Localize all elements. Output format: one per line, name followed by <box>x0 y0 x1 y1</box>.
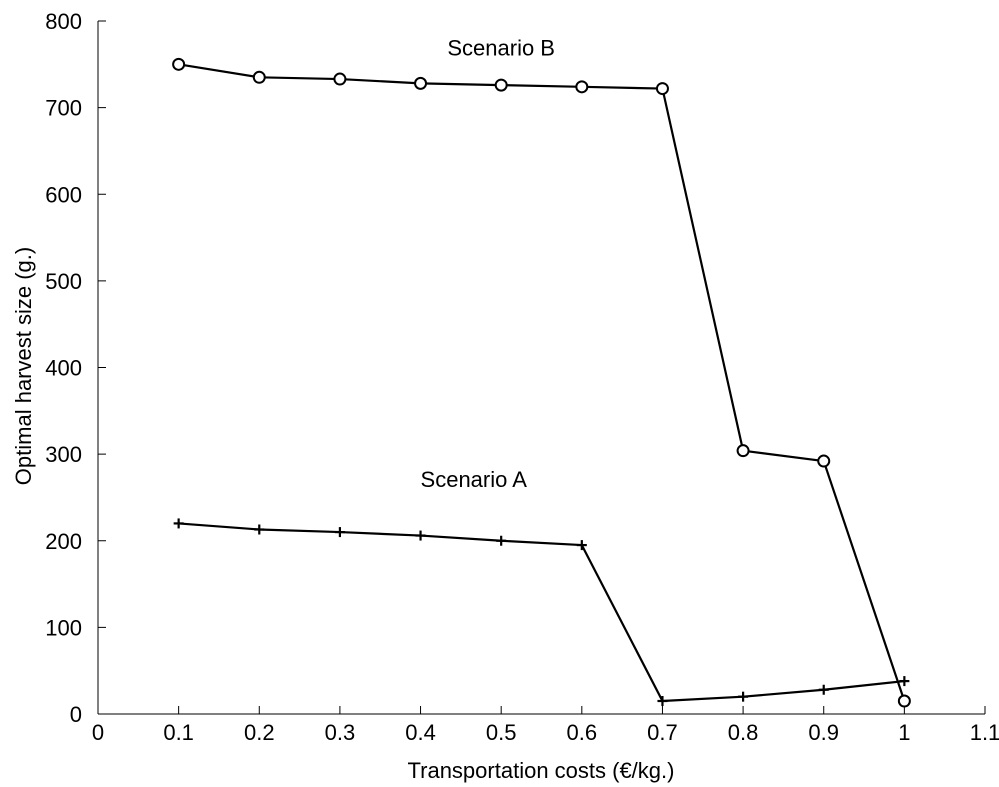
x-tick-label: 1.1 <box>970 720 999 745</box>
y-tick-label: 300 <box>45 442 82 467</box>
data-point <box>738 691 749 702</box>
x-tick-label: 0 <box>92 720 104 745</box>
x-tick-label: 0.2 <box>244 720 275 745</box>
axes: 0 0.1 0.2 0.3 0.4 0.5 0.6 0.7 0.8 0.9 1 1.1 0 100 200 3… <box>45 9 999 745</box>
x-tick-label: 0.9 <box>808 720 839 745</box>
data-point <box>657 696 668 707</box>
x-tick-label: 0.8 <box>728 720 759 745</box>
x-tick-label: 1 <box>898 720 910 745</box>
x-tick-label: 0.5 <box>486 720 517 745</box>
x-tick-label: 0.4 <box>405 720 436 745</box>
data-point <box>899 676 910 687</box>
y-tick-label: 400 <box>45 356 82 381</box>
data-point <box>496 535 507 546</box>
y-tick-label: 200 <box>45 529 82 554</box>
data-point <box>334 527 345 538</box>
data-point <box>817 454 831 468</box>
data-point <box>252 70 266 84</box>
y-axis-label: Optimal harvest size (g.) <box>11 247 36 485</box>
data-point <box>818 684 829 695</box>
data-point <box>655 82 669 96</box>
series-scenario-b <box>172 57 911 708</box>
data-point <box>897 694 911 708</box>
y-tick-label: 800 <box>45 9 82 34</box>
series-line <box>178 63 906 702</box>
x-axis-label: Transportation costs (€/kg.) <box>408 758 675 783</box>
y-tick-label: 700 <box>45 96 82 121</box>
x-tick-label: 0.7 <box>647 720 678 745</box>
data-point <box>494 78 508 92</box>
y-tick-label: 100 <box>45 615 82 640</box>
annotation-scenario-a: Scenario A <box>421 467 528 492</box>
data-point <box>173 518 184 529</box>
data-point <box>172 57 186 71</box>
data-point <box>576 540 587 551</box>
data-point <box>254 524 265 535</box>
data-point <box>575 80 589 94</box>
data-point <box>736 444 750 458</box>
data-point <box>415 530 426 541</box>
x-tick-label: 0.1 <box>163 720 194 745</box>
annotations: Scenario B Scenario A <box>421 36 555 492</box>
series-layer <box>172 57 911 708</box>
y-tick-label: 600 <box>45 182 82 207</box>
x-tick-label: 0.3 <box>325 720 356 745</box>
data-point <box>333 72 347 86</box>
y-tick-label: 500 <box>45 269 82 294</box>
annotation-scenario-b: Scenario B <box>447 36 555 61</box>
x-tick-label: 0.6 <box>567 720 598 745</box>
data-point <box>414 76 428 90</box>
series-scenario-a <box>173 518 910 707</box>
series-line <box>178 522 905 703</box>
y-tick-label: 0 <box>70 702 82 727</box>
